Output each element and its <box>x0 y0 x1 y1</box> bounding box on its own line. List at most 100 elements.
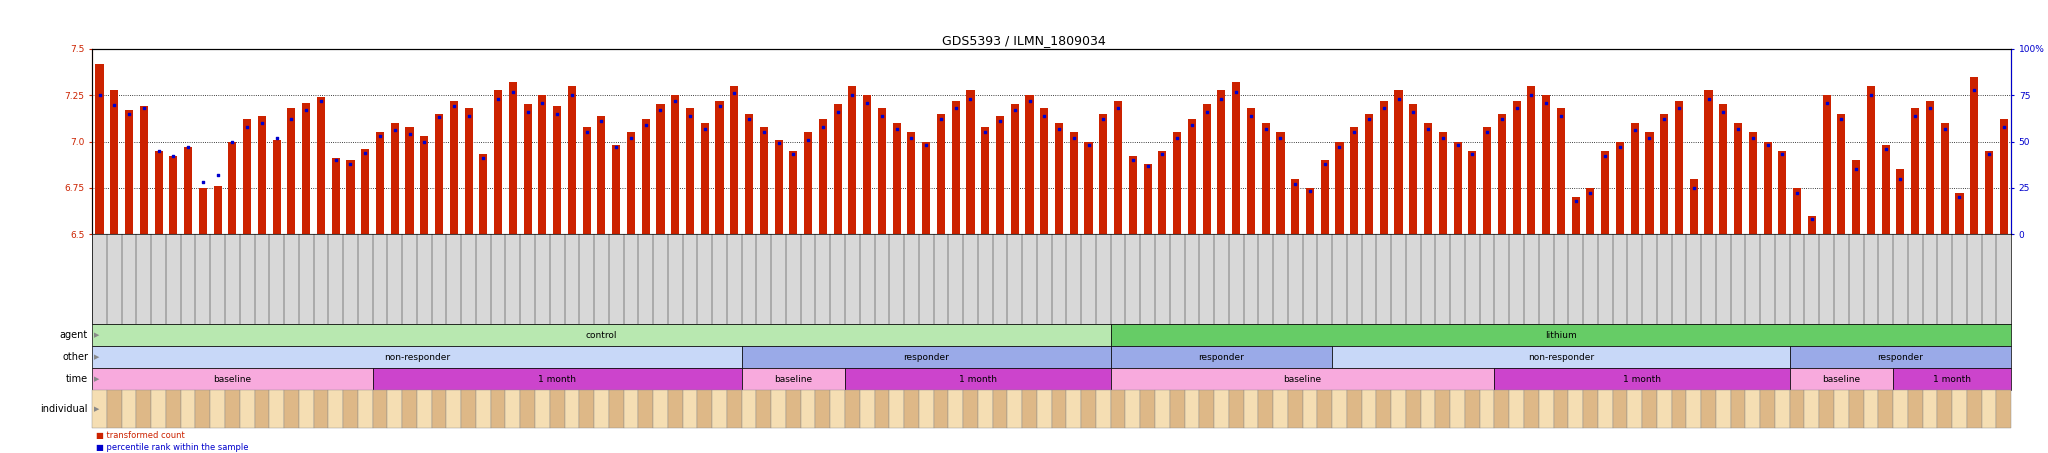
Bar <box>494 90 502 234</box>
Bar <box>879 108 887 234</box>
Bar <box>1749 132 1757 234</box>
Bar <box>760 127 768 234</box>
Bar <box>731 86 739 234</box>
Bar <box>524 105 532 234</box>
Point <box>1264 134 1296 141</box>
Point <box>1014 97 1047 105</box>
Point <box>629 121 662 129</box>
Point <box>467 154 500 162</box>
Bar <box>1174 132 1182 234</box>
Point <box>659 97 692 105</box>
Point <box>1751 142 1784 149</box>
Text: baseline: baseline <box>213 375 252 384</box>
Point <box>1294 188 1327 195</box>
Point <box>881 125 913 132</box>
Bar <box>434 114 442 234</box>
Point <box>762 140 795 147</box>
Point <box>481 95 514 102</box>
Bar <box>125 110 133 234</box>
Point <box>422 114 455 121</box>
Text: agent: agent <box>59 330 88 340</box>
Point <box>1575 190 1608 197</box>
Point <box>1649 116 1681 123</box>
Point <box>1559 197 1591 204</box>
Bar <box>598 116 606 234</box>
Point <box>408 138 440 145</box>
Text: 1 month: 1 month <box>1933 375 1970 384</box>
Bar <box>258 116 266 234</box>
Bar <box>834 105 842 234</box>
Text: control: control <box>586 331 616 339</box>
Bar <box>1423 123 1432 234</box>
Bar <box>465 108 473 234</box>
Bar <box>1128 156 1137 234</box>
Bar <box>1217 90 1225 234</box>
Bar <box>1528 86 1536 234</box>
Point <box>997 106 1030 114</box>
Bar <box>111 90 119 234</box>
Point <box>1958 86 1991 93</box>
Bar <box>922 141 930 234</box>
Bar <box>227 141 236 234</box>
Point <box>1442 142 1475 149</box>
Bar <box>1350 127 1358 234</box>
Bar <box>612 145 621 234</box>
Bar <box>1055 123 1063 234</box>
Text: baseline: baseline <box>1284 375 1321 384</box>
Point <box>512 108 545 116</box>
Bar <box>1645 132 1653 234</box>
Point <box>1337 129 1370 136</box>
Text: responder: responder <box>1878 352 1923 361</box>
Bar <box>1085 141 1094 234</box>
Bar <box>303 103 309 234</box>
Point <box>1870 145 1903 153</box>
Bar <box>360 149 369 234</box>
Bar <box>1911 108 1919 234</box>
Point <box>909 142 942 149</box>
Point <box>1618 127 1651 134</box>
Point <box>821 108 854 116</box>
Point <box>274 116 307 123</box>
Point <box>1352 116 1384 123</box>
Bar <box>582 127 590 234</box>
Point <box>393 130 426 138</box>
Point <box>1913 105 1946 112</box>
Point <box>1130 162 1163 169</box>
Bar <box>170 156 178 234</box>
Bar <box>995 116 1004 234</box>
Point <box>186 178 219 186</box>
Bar <box>451 101 459 234</box>
Point <box>1944 193 1976 201</box>
Point <box>84 92 117 99</box>
Bar <box>287 108 295 234</box>
Point <box>1382 95 1415 102</box>
Bar <box>1763 141 1772 234</box>
Point <box>733 116 766 123</box>
Bar <box>1794 188 1800 234</box>
Point <box>1722 125 1755 132</box>
Point <box>674 112 707 119</box>
Bar <box>1247 108 1255 234</box>
Bar <box>672 95 680 234</box>
Bar <box>1956 193 1964 234</box>
Point <box>348 149 381 156</box>
Point <box>1604 144 1636 151</box>
Bar <box>1925 101 1933 234</box>
Point <box>1028 112 1061 119</box>
Point <box>1898 112 1931 119</box>
Bar <box>657 105 664 234</box>
Point <box>1323 144 1356 151</box>
Point <box>365 132 397 140</box>
Bar <box>1851 160 1860 234</box>
Bar <box>952 101 961 234</box>
Point <box>438 103 471 110</box>
Bar <box>848 86 856 234</box>
Bar <box>317 97 326 234</box>
Point <box>600 144 633 151</box>
Point <box>231 123 264 130</box>
Bar <box>1040 108 1049 234</box>
Bar <box>1364 114 1372 234</box>
Point <box>702 103 735 110</box>
Point <box>1972 151 2005 158</box>
Bar <box>184 147 193 234</box>
